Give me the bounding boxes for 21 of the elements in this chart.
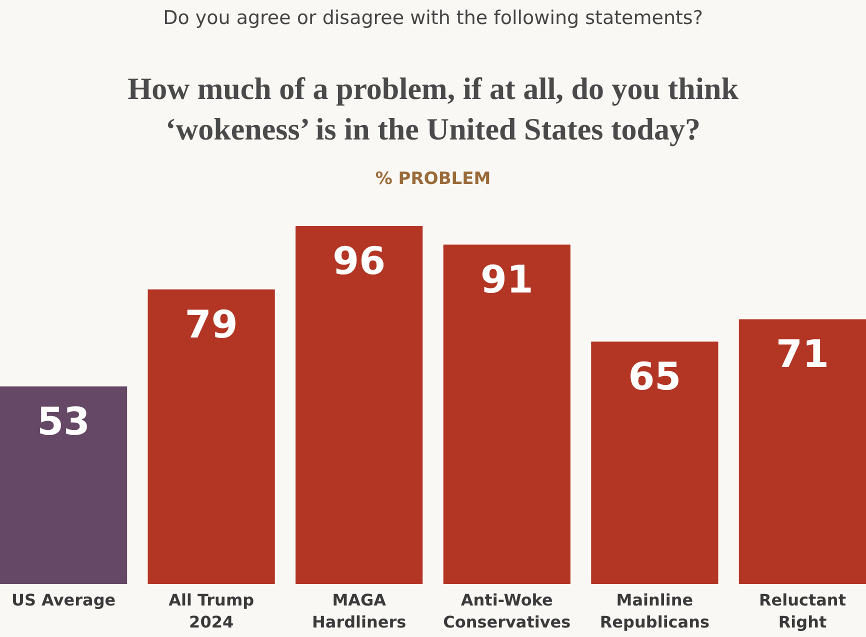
x-tick-label: All Trump 2024	[168, 590, 254, 632]
x-tick-label: US Average	[11, 590, 116, 610]
data-label: 71	[776, 332, 829, 376]
data-label: 53	[37, 399, 90, 444]
bar	[591, 342, 718, 584]
x-tick-label: Reluctant Right	[758, 590, 846, 632]
chart-title: How much of a problem, if at all, do you think ‘wokeness’ is in the United States today?	[128, 71, 740, 146]
bar	[296, 226, 423, 584]
data-label: 96	[332, 239, 386, 283]
y-axis-title: % PROBLEM	[375, 169, 491, 189]
x-tick-label: Anti-Woke Conservatives	[443, 590, 571, 632]
bar	[443, 244, 570, 584]
chart-subtitle: Do you agree or disagree with the following statements?	[163, 7, 703, 29]
bar	[0, 386, 128, 584]
data-label: 65	[628, 354, 682, 399]
data-label: 91	[480, 258, 534, 302]
bar	[738, 319, 866, 584]
data-label: 79	[184, 302, 238, 346]
x-tick-label: Mainline Republicans	[600, 590, 710, 632]
x-tick-label: MAGA Hardliners	[312, 590, 406, 632]
bar	[148, 289, 275, 584]
